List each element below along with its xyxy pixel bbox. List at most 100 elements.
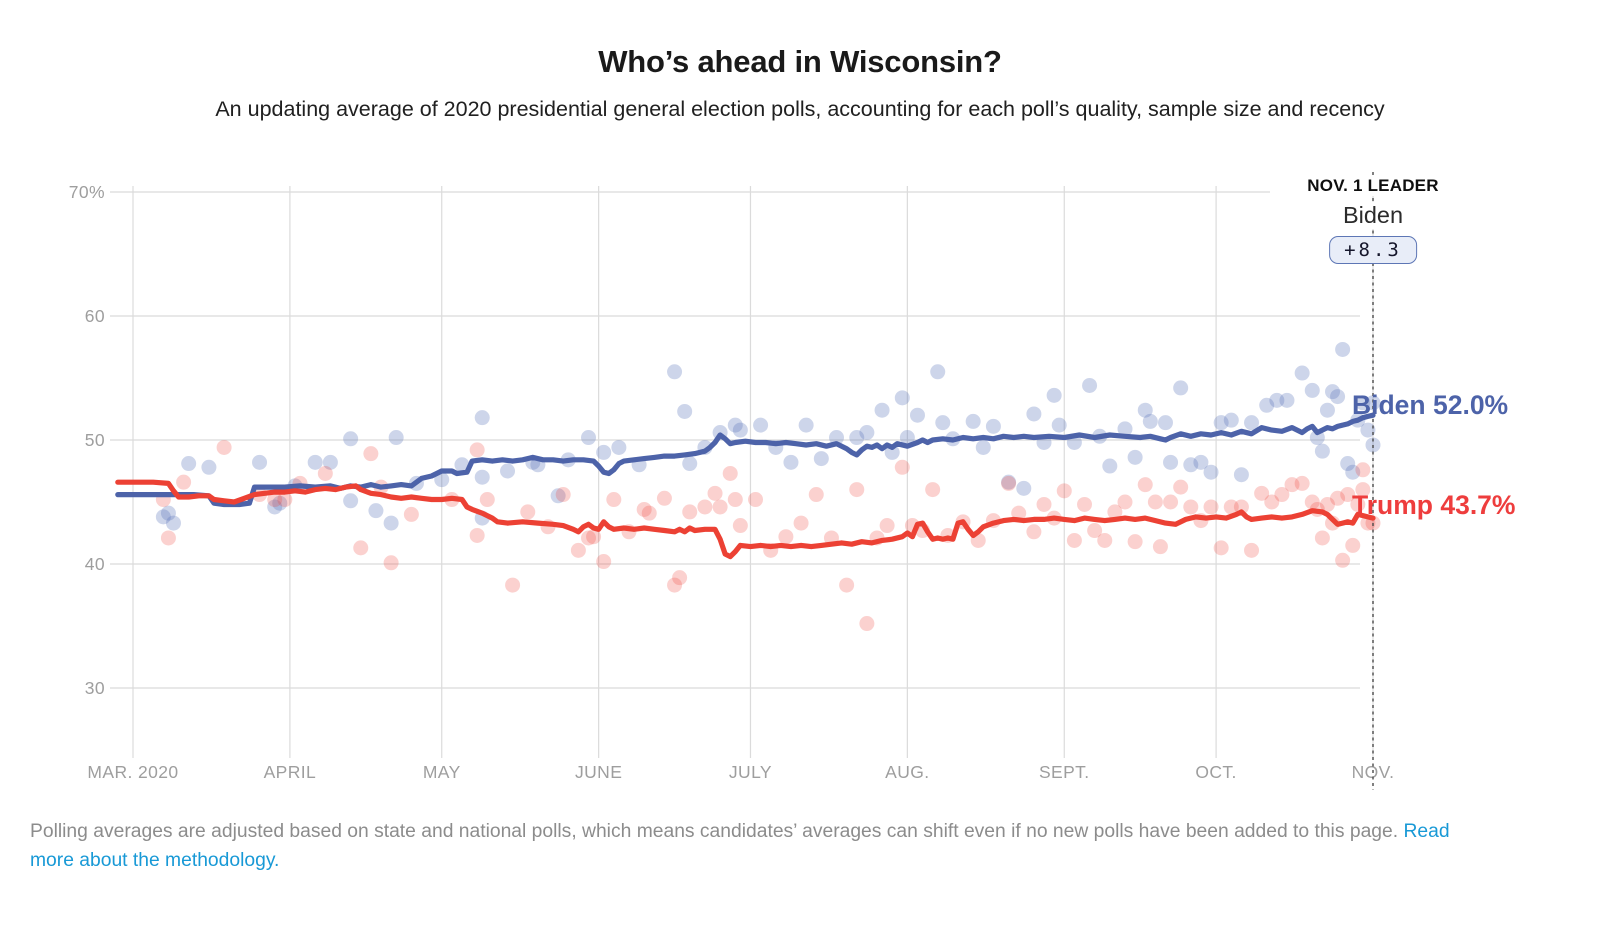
- trump-poll-dot: [1147, 494, 1163, 510]
- trump-poll-dot: [570, 542, 586, 558]
- biden-poll-dot: [1365, 437, 1381, 453]
- trump-average-line: [115, 479, 1376, 560]
- biden-poll-dot: [383, 515, 399, 531]
- trump-poll-dot: [469, 442, 485, 458]
- biden-poll-dot: [813, 451, 829, 467]
- trump-poll-dot: [1330, 490, 1346, 506]
- biden-poll-dot: [1137, 402, 1153, 418]
- biden-poll-dot: [1279, 392, 1295, 408]
- biden-poll-dot: [1319, 402, 1335, 418]
- trump-poll-dot: [505, 577, 521, 593]
- biden-poll-dot: [1026, 406, 1042, 422]
- biden-poll-dot: [1314, 443, 1330, 459]
- footer-line2: more about the methodology.: [30, 847, 1510, 876]
- biden-poll-dot: [985, 418, 1001, 434]
- trump-poll-dot: [1163, 494, 1179, 510]
- biden-poll-dot: [1051, 417, 1067, 433]
- trump-poll-dot: [1056, 483, 1072, 499]
- x-axis-tick-label: APRIL: [264, 762, 317, 782]
- x-axis-tick-label: MAY: [423, 762, 461, 782]
- trump-poll-dot: [596, 554, 612, 570]
- biden-poll-dot: [272, 495, 288, 511]
- methodology-link[interactable]: Read: [1403, 821, 1450, 842]
- trump-poll-dot: [672, 570, 688, 586]
- trump-poll-dot: [383, 555, 399, 571]
- biden-poll-dot: [1082, 377, 1098, 393]
- biden-poll-dot: [1142, 413, 1158, 429]
- trump-poll-dot: [353, 540, 369, 556]
- biden-poll-dot: [829, 430, 845, 446]
- biden-poll-dot: [1046, 387, 1062, 403]
- trump-poll-dot: [894, 459, 910, 475]
- trump-poll-dot: [879, 518, 895, 534]
- trump-poll-dot: [1203, 499, 1219, 515]
- biden-poll-dot: [1304, 382, 1320, 398]
- biden-poll-dot: [1163, 454, 1179, 470]
- biden-poll-dot: [798, 417, 814, 433]
- biden-poll-dot: [1001, 474, 1017, 490]
- trump-poll-dot: [277, 492, 293, 508]
- trump-poll-dot: [1340, 487, 1356, 503]
- biden-poll-dot: [1193, 454, 1209, 470]
- biden-poll-dot: [884, 444, 900, 460]
- trump-poll-dot: [1036, 496, 1052, 512]
- trump-poll-dot: [707, 485, 723, 501]
- trump-poll-dot: [1173, 479, 1189, 495]
- trump-poll-dot: [267, 492, 283, 508]
- trump-poll-dot: [1335, 552, 1351, 568]
- biden-poll-dot: [596, 444, 612, 460]
- trump-poll-dot: [1137, 477, 1153, 493]
- biden-poll-dot: [155, 509, 171, 525]
- trump-poll-dot: [1152, 539, 1168, 555]
- biden-poll-dot: [581, 430, 597, 446]
- x-axis-tick-label: JULY: [729, 762, 772, 782]
- biden-poll-dot: [322, 454, 338, 470]
- biden-poll-dot: [165, 515, 181, 531]
- trump-poll-dot: [1284, 477, 1300, 493]
- trump-poll-dot: [1026, 524, 1042, 540]
- biden-poll-dot: [1309, 430, 1325, 446]
- biden-poll-dot: [1340, 456, 1356, 472]
- biden-poll-dot: [500, 463, 516, 479]
- biden-poll-dot: [753, 417, 769, 433]
- trump-poll-dot: [849, 482, 865, 498]
- trump-poll-dot: [586, 529, 602, 545]
- biden-poll-dot: [1325, 384, 1341, 400]
- methodology-link-line2[interactable]: more about the methodology.: [30, 849, 280, 871]
- biden-poll-dot: [611, 439, 627, 455]
- trump-poll-dot: [176, 474, 192, 490]
- x-axis-tick-label: AUG.: [885, 762, 929, 782]
- biden-poll-dot: [682, 456, 698, 472]
- trump-poll-dot: [606, 492, 622, 508]
- biden-poll-dot: [388, 430, 404, 446]
- biden-poll-dot: [454, 457, 470, 473]
- trump-poll-dot: [682, 504, 698, 520]
- biden-poll-dot: [1360, 422, 1376, 438]
- trump-poll-dot: [727, 492, 743, 508]
- biden-poll-dot: [1335, 341, 1351, 357]
- page-title: Who’s ahead in Wisconsin?: [598, 44, 1002, 79]
- trump-poll-dot: [697, 499, 713, 515]
- biden-poll-dot: [1183, 457, 1199, 473]
- trump-poll-dot: [808, 487, 824, 503]
- trump-poll-dot: [1233, 499, 1249, 515]
- trump-poll-dot: [555, 487, 571, 503]
- trump-poll-dot: [1355, 462, 1371, 478]
- trump-poll-dot: [839, 577, 855, 593]
- trump-poll-dot: [1001, 475, 1017, 491]
- trump-poll-dot: [748, 492, 764, 508]
- trump-poll-dot: [160, 530, 176, 546]
- trump-poll-dot: [1294, 475, 1310, 491]
- leader-margin-badge: +8.3: [1329, 236, 1417, 264]
- trump-series-label: Trump 43.7%: [1352, 490, 1516, 520]
- trump-poll-dot: [1087, 523, 1103, 539]
- y-axis-tick-label: 40: [85, 554, 105, 574]
- trump-poll-dot: [1107, 504, 1123, 520]
- biden-poll-dot: [975, 439, 991, 455]
- y-axis-tick-label: 60: [85, 306, 105, 326]
- biden-poll-dot: [1259, 397, 1275, 413]
- biden-poll-dot: [1244, 415, 1260, 431]
- trump-poll-dot: [1183, 499, 1199, 515]
- biden-poll-dot: [1269, 392, 1285, 408]
